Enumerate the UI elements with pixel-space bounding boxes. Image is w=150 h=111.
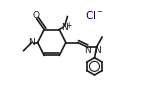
Text: N: N xyxy=(61,23,68,32)
Text: N: N xyxy=(94,46,100,55)
Text: N: N xyxy=(84,46,91,55)
Text: N: N xyxy=(28,38,35,47)
Text: Cl$^-$: Cl$^-$ xyxy=(85,9,104,21)
Text: O: O xyxy=(33,12,40,21)
Text: +: + xyxy=(66,21,72,30)
